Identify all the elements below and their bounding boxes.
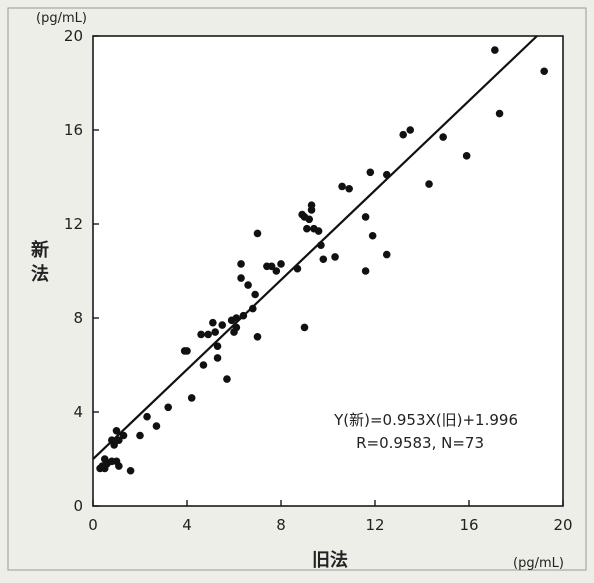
data-point [164,403,172,412]
data-point [366,168,375,177]
data-point [211,328,219,336]
data-point [112,427,121,435]
data-point [204,330,212,339]
x-tick-label: 8 [276,516,286,534]
data-point [439,133,447,141]
y-axis-label-char: 法 [31,263,49,285]
data-point [361,267,370,275]
data-points [96,46,548,475]
regression-equation: Y(新)=0.953X(旧)+1.996 [333,411,518,429]
data-point [345,184,353,193]
data-point [197,330,205,339]
data-point [425,180,433,188]
data-point [213,354,222,362]
y-tick-label: 20 [64,27,83,45]
data-point [213,342,222,351]
data-point [382,170,391,179]
x-unit-label: (pg/mL) [513,556,564,571]
y-tick-label: 16 [64,121,83,139]
y-tick-label: 8 [73,309,83,327]
data-point [119,431,128,440]
data-point [199,361,208,369]
data-point [232,314,241,322]
x-tick-label: 0 [88,516,98,534]
data-point [491,46,499,54]
data-point [126,466,135,475]
y-axis-label: 新法 [31,239,49,285]
y-unit-label: (pg/mL) [36,11,87,26]
regression-stats: R=0.9583, N=73 [356,434,484,452]
y-tick-label: 4 [73,403,83,421]
data-point [244,281,252,289]
data-point [317,241,325,249]
data-point [305,215,314,224]
data-point [303,224,311,233]
data-point [338,182,346,191]
data-point [300,323,309,332]
plot-area [92,35,564,507]
data-point [319,255,328,264]
data-point [314,227,323,235]
data-point [253,229,262,238]
data-point [136,431,144,440]
y-tick-label: 0 [73,497,83,515]
y-tick-label: 12 [64,215,83,233]
data-point [209,318,217,327]
regression-line [92,35,538,460]
x-tick-label: 20 [553,516,572,534]
x-tick-label: 4 [182,516,192,534]
axis-ticks: 0 4 8 12 16 20 0 4 8 12 16 20 [64,27,573,534]
data-point [382,250,391,259]
x-tick-label: 16 [459,516,478,534]
data-point [399,130,408,139]
data-point [232,323,241,332]
data-point [540,67,548,76]
data-point [307,201,316,209]
data-point [218,321,227,329]
x-axis-label: 旧法 [312,549,348,571]
data-point [277,260,285,268]
data-point [462,152,471,160]
data-point [267,262,276,271]
data-point [406,126,415,134]
data-point [152,422,161,430]
data-point [251,290,259,299]
data-point [293,264,302,273]
figure-frame [7,7,587,571]
data-point [110,441,118,449]
data-point [368,231,377,240]
data-point [237,260,245,268]
data-point [187,394,196,402]
data-point [495,109,504,118]
data-point [223,375,231,383]
data-point [237,274,245,282]
data-point [331,253,339,261]
data-point [253,333,262,341]
data-point [115,436,123,445]
y-axis-label-char: 新 [31,239,49,261]
data-point [239,311,248,320]
x-tick-label: 12 [365,516,384,534]
data-point [143,412,151,421]
data-point [249,304,257,313]
data-point [361,213,370,221]
data-point [272,267,281,275]
data-point [183,347,191,355]
data-point [115,462,123,470]
